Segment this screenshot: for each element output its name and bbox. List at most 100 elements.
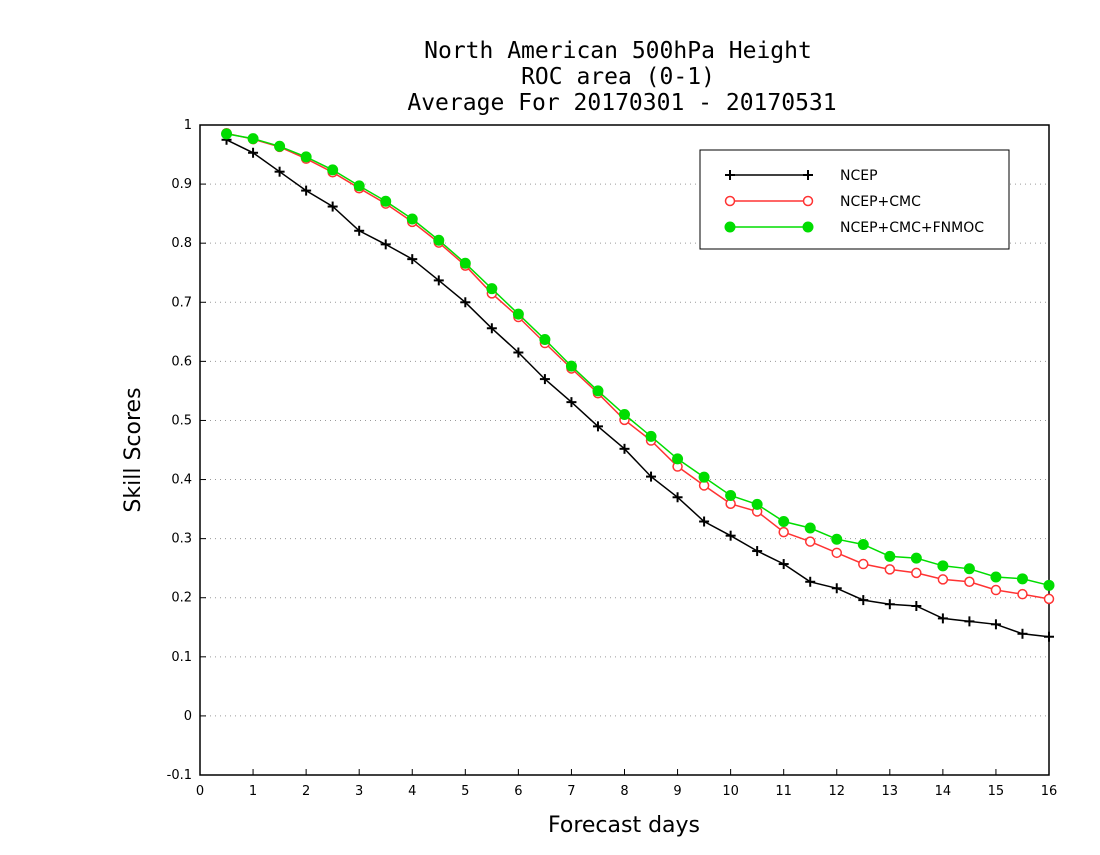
data-point: [433, 275, 444, 286]
x-tick-label: 4: [408, 784, 416, 799]
data-point: [911, 601, 922, 611]
data-point: [592, 421, 603, 432]
data-point: [672, 492, 683, 503]
data-point: [672, 453, 684, 465]
y-tick-label: 0.3: [171, 532, 192, 547]
data-point: [751, 498, 763, 510]
data-point: [327, 201, 338, 212]
data-point: [884, 599, 895, 610]
data-point: [752, 546, 763, 557]
data-point: [353, 180, 365, 192]
data-point: [539, 334, 551, 345]
x-axis-ticks: 0 1 2 3 4 5 6 7 8 9 10 11 12 13 14 15 16: [196, 769, 1057, 799]
data-point: [698, 471, 710, 483]
legend-label: NCEP: [840, 168, 878, 184]
data-point: [513, 347, 524, 358]
data-point: [937, 613, 948, 624]
data-point: [804, 536, 816, 547]
legend-label: NCEP+CMC: [840, 194, 921, 210]
y-tick-label: -0.1: [167, 768, 192, 783]
data-point: [911, 567, 922, 579]
x-tick-label: 8: [620, 784, 628, 799]
data-point: [1017, 588, 1028, 600]
y-tick-label: 1: [184, 118, 192, 133]
x-tick-label: 9: [673, 784, 681, 799]
data-point: [964, 616, 975, 627]
data-point: [486, 323, 497, 334]
data-point: [831, 583, 842, 594]
data-point: [221, 128, 233, 140]
y-tick-label: 0.8: [171, 236, 192, 251]
x-tick-label: 7: [567, 784, 575, 799]
y-tick-label: 0.4: [171, 473, 192, 488]
data-point: [247, 133, 259, 145]
x-tick-label: 12: [828, 784, 845, 799]
data-point: [406, 213, 418, 225]
x-tick-label: 15: [988, 784, 1005, 799]
data-point: [937, 560, 949, 572]
x-tick-label: 16: [1041, 784, 1058, 799]
data-point: [699, 516, 710, 527]
data-point: [884, 564, 896, 575]
data-point: [857, 539, 869, 551]
data-point: [804, 522, 816, 534]
data-point: [512, 308, 524, 320]
data-point: [1016, 573, 1028, 585]
y-tick-label: 0.1: [171, 650, 192, 665]
data-point: [433, 234, 445, 246]
data-point: [884, 550, 896, 562]
series-ncep-cmc-fnmoc: [221, 128, 1055, 591]
data-point: [274, 166, 285, 177]
data-point: [1044, 631, 1054, 642]
data-point: [778, 516, 790, 527]
data-point: [354, 225, 365, 236]
series-ncep: [221, 134, 1054, 642]
x-tick-label: 5: [461, 784, 469, 799]
data-point: [910, 552, 922, 564]
data-point: [1043, 593, 1055, 605]
y-tick-label: 0.6: [171, 354, 192, 369]
data-point: [1017, 628, 1028, 639]
data-point: [725, 530, 736, 541]
data-point: [327, 164, 339, 176]
data-point: [937, 574, 949, 585]
data-point: [802, 221, 814, 233]
data-point: [805, 576, 816, 587]
y-tick-label: 0.7: [171, 295, 192, 310]
legend-item: NCEP+CMC: [724, 194, 921, 210]
data-point: [645, 430, 657, 442]
chart-title: North American 500hPa Height ROC area (0…: [407, 38, 836, 116]
data-point: [380, 239, 391, 250]
y-axis-label: Skill Scores: [121, 387, 146, 512]
data-point: [592, 385, 604, 397]
x-tick-label: 11: [775, 784, 792, 799]
legend-label: NCEP+CMC+FNMOC: [840, 220, 984, 236]
data-point: [990, 571, 1002, 583]
x-tick-label: 2: [302, 784, 310, 799]
legend-box: [699, 149, 1010, 250]
data-point: [963, 563, 975, 575]
y-axis-ticks: -0.1 0 0.1 0.2 0.3 0.4 0.5 0.6 0.7 0.8 0.9 1: [167, 118, 206, 783]
data-point: [990, 584, 1002, 596]
data-point: [646, 471, 657, 482]
data-point: [778, 559, 789, 570]
data-point: [831, 533, 843, 545]
x-axis-label: Forecast days: [548, 813, 700, 838]
data-point: [301, 185, 312, 196]
data-point: [380, 195, 392, 207]
legend-item: NCEP+CMC+FNMOC: [724, 220, 984, 236]
data-point: [1043, 579, 1055, 591]
y-tick-label: 0.2: [171, 591, 192, 606]
data-point: [274, 140, 286, 152]
data-point: [858, 558, 869, 570]
x-tick-label: 3: [355, 784, 363, 799]
data-point: [248, 147, 259, 158]
data-point: [858, 595, 869, 606]
y-tick-label: 0.9: [171, 177, 192, 192]
data-point: [778, 526, 789, 538]
x-tick-label: 6: [514, 784, 522, 799]
data-point: [831, 547, 842, 559]
data-point: [803, 170, 813, 180]
data-point: [566, 397, 577, 408]
x-tick-label: 0: [196, 784, 204, 799]
